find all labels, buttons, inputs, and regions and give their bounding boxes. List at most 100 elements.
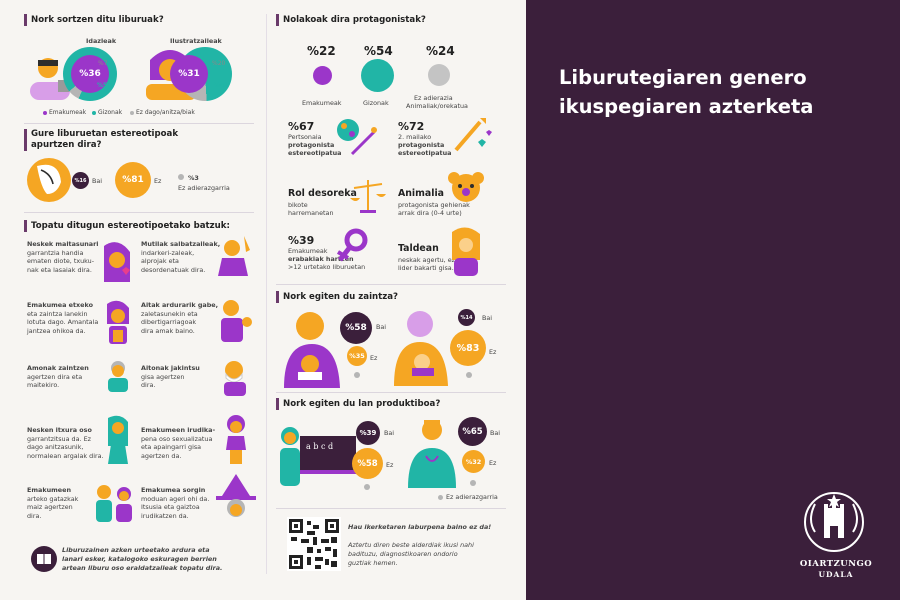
legend-dot: [130, 111, 134, 115]
footer-note-l1: Liburuzainen azken urteetako ardura eta: [62, 546, 210, 554]
qr-code[interactable]: [287, 517, 341, 571]
work-men-yes-label: Bai: [490, 429, 501, 437]
work-women-yes: %39: [356, 421, 380, 445]
rol-l1: bikote: [288, 201, 308, 209]
legend-women: Emakumeak: [49, 109, 87, 116]
stereotype-text: moduan ageri ohi da.: [141, 494, 210, 503]
mother-baby-illustration: [284, 312, 340, 388]
grandfather-illustration: [224, 361, 246, 396]
stereotype-text: dago anitzasunik,: [27, 443, 84, 452]
face-profile-icon: [37, 164, 61, 194]
illustrators-men-pct: %49: [214, 82, 229, 89]
care-women-no-label: Ez: [370, 354, 378, 362]
footer-note-l3: artean liburu oso eraldatzaileak topatu …: [62, 564, 223, 572]
stereotype-text: maiz agertzen: [27, 503, 73, 512]
stereotype-text: garrantzitsua da. Ez: [27, 434, 91, 443]
f1-l1: Pertsonaia: [288, 133, 322, 141]
prot-women-label: Emakumeak: [302, 99, 342, 107]
stereotype-text: ematen diote, txuku-: [27, 257, 95, 266]
f3-pct: %39: [288, 234, 315, 247]
stereotype-text: maitekiro.: [27, 381, 60, 390]
divider: [276, 284, 506, 285]
stereotype-text: Emakumea sorgin: [141, 486, 206, 494]
book-hands-icon: [31, 546, 57, 572]
qr-text-l1: Aztertu diren beste alderdiak ikusi nahi: [348, 541, 474, 549]
prot-na-label-l2: Animaliak/orekatua: [406, 102, 468, 110]
stereotype-text: Nesken itxura oso: [27, 426, 92, 434]
stereotype-text: lotuta dago. Amantala: [27, 318, 99, 327]
prot-na-pct: %24: [426, 44, 455, 58]
care-men-no-label: Ez: [489, 348, 497, 356]
stereotype-text: gisa agertzen: [141, 372, 185, 381]
girls-conflict-illustration: [96, 485, 132, 522]
sword-hearts-icon: [454, 118, 492, 152]
stereo-no-pct: %81: [115, 162, 151, 198]
woman-apron-illustration: [107, 300, 129, 344]
bear-icon: [448, 172, 484, 202]
stereotype-text: Neskek maitasunari: [27, 240, 99, 248]
illustrators-other-pct: %20: [212, 60, 226, 67]
f2-l1: 2. mailako: [398, 133, 432, 141]
care-women-no: %35: [347, 346, 367, 366]
stereotype-text: eta apaingarri gisa: [141, 443, 202, 452]
slim-girl-illustration: [108, 415, 128, 464]
f2-l3: estereotipatua: [398, 149, 452, 157]
f3-l1: Emakumeak: [288, 247, 328, 255]
na-dot: [364, 484, 370, 490]
title-line-2: ikuspegiaren azterketa: [559, 95, 814, 118]
girl-leader-illustration: [452, 227, 480, 276]
care-men-yes: %14: [458, 309, 475, 326]
na-dot: [178, 174, 184, 180]
section-title: Nork sortzen ditu liburuak?: [31, 15, 164, 25]
anim-l2: arrak dira (0-4 urte): [398, 209, 462, 217]
section-title: Topatu ditugun estereotipoetako batzuk:: [31, 221, 230, 231]
care-women-yes: %58: [340, 312, 372, 344]
f2-pct: %72: [398, 120, 425, 133]
prot-men-label: Gizonak: [363, 99, 389, 107]
f1-l2: protagonista: [288, 141, 335, 149]
doctor-illustration: [408, 420, 456, 488]
prot-men-pct: %54: [364, 44, 393, 58]
stereotype-text: irudikatzen da.: [141, 511, 189, 520]
father-child-illustration: [221, 300, 252, 342]
writers-label: Idazleak: [86, 37, 117, 45]
female-symbol-icon: [336, 228, 368, 262]
legend-dot: [438, 495, 443, 500]
sexualized-woman-illustration: [226, 415, 246, 464]
stereo-na-label: Ez adierazgarria: [178, 184, 230, 192]
stereotype-text: arteko gatazkak: [27, 494, 79, 503]
stereotype-text: pena oso sexualizatua: [141, 434, 213, 443]
stereotype-text: Mutilak salbatzaileak,: [141, 240, 221, 248]
legend-dot: [43, 111, 47, 115]
section-marker: [24, 129, 27, 151]
scale-icon: [350, 180, 386, 213]
stereotype-text: Aitak ardurarik gabe,: [141, 301, 219, 309]
superhero-boy-illustration: [218, 236, 250, 276]
logo-sub: UDALA: [818, 570, 854, 579]
work-men-no-label: Ez: [489, 459, 497, 467]
women-circle: [313, 66, 332, 85]
work-women-no-label: Ez: [386, 461, 394, 469]
stereotype-text: nak eta lasaiak dira.: [27, 265, 92, 274]
section-marker: [276, 291, 279, 303]
stereotype-text: agertzen dira eta: [27, 372, 83, 381]
divider: [276, 508, 506, 509]
ball-wand-icon: [337, 119, 377, 156]
father-baby-illustration: [394, 311, 448, 386]
grandmother-illustration: [108, 361, 128, 392]
work-men-yes: %65: [458, 417, 487, 446]
illustrators-label: Ilustratzaileak: [170, 37, 222, 45]
f3-l2: erabakiak hartzen: [288, 255, 354, 263]
stereotype-text: indarkeri-zaleak,: [141, 248, 195, 257]
stereotype-text: dira.: [27, 511, 42, 520]
section-title-l2: apurtzen dira?: [31, 140, 102, 150]
na-dot: [470, 480, 476, 486]
illustrators-women-pct: %31: [170, 55, 208, 93]
stereotype-text: eta zaintza lanekin: [27, 309, 88, 318]
f1-l3: estereotipatua: [288, 149, 342, 157]
writers-men-pct: %57: [97, 82, 112, 89]
taldean-l2: lider bakarti gisa.: [398, 264, 454, 272]
f3-l3: >12 urtetako liburuetan: [288, 263, 366, 271]
stereotype-text: agertzen da.: [141, 451, 182, 460]
